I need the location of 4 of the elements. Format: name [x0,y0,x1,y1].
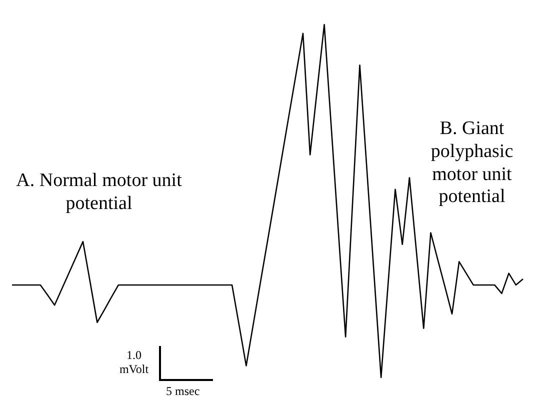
text: 5 msec [166,384,201,398]
annotation: 1.0 mVolt [118,348,150,377]
annotation: B. Giant polyphasic motor unit potential [430,118,514,210]
annotation: A. Normal motor unit potential [15,170,183,216]
